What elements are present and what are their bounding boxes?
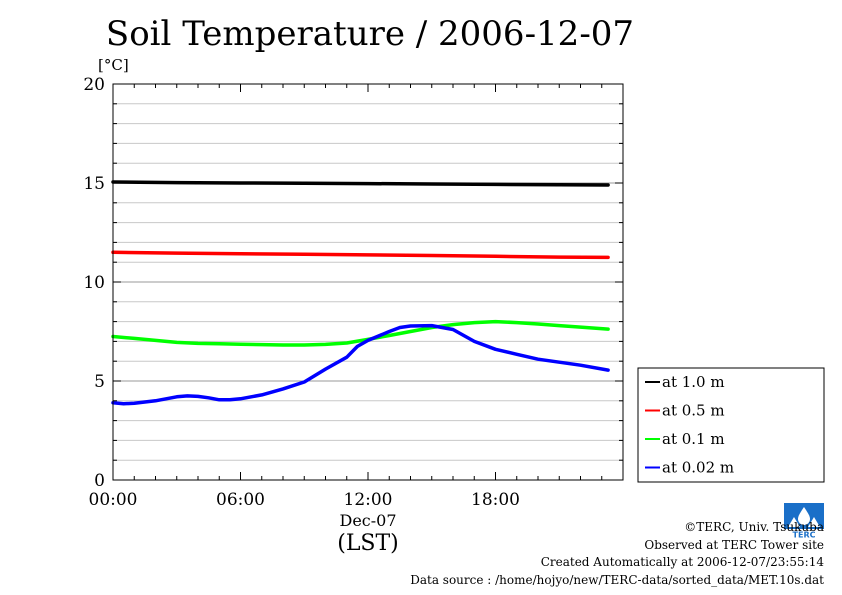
y-tick-label: 15 xyxy=(83,174,105,194)
credits-block: ©TERC, Univ. Tsukuba Observed at TERC To… xyxy=(410,519,824,589)
legend: at 1.0 m at 0.5 m at 0.1 m at 0.02 m xyxy=(637,367,825,483)
logo-text: TERC xyxy=(793,531,816,540)
series-line xyxy=(111,180,610,187)
series-line xyxy=(111,323,610,406)
x-tick-label: 06:00 xyxy=(216,490,265,510)
chart-title: Soil Temperature / 2006-12-07 xyxy=(105,14,635,54)
credit-observed: Observed at TERC Tower site xyxy=(644,537,824,552)
series-lines xyxy=(111,180,610,406)
credit-source: Data source : /home/hojyo/new/TERC-data/… xyxy=(410,572,824,587)
series-line xyxy=(111,319,610,347)
y-tick-label: 0 xyxy=(94,471,105,491)
legend-label: at 0.02 m xyxy=(662,459,734,477)
x-axis-timezone-label: (LST) xyxy=(337,531,399,556)
legend-box xyxy=(637,367,825,483)
y-axis-unit-label: [°C] xyxy=(98,56,129,74)
grid-lines xyxy=(113,103,623,461)
y-tick-label: 5 xyxy=(94,372,105,392)
x-axis-date-label: Dec-07 xyxy=(339,511,397,530)
terc-logo: TERC xyxy=(784,503,824,540)
series-line xyxy=(111,250,610,260)
axis-ticks: 0 5 10 15 20 00:00 06:00 12:00 18:00 xyxy=(83,75,624,510)
x-tick-label: 12:00 xyxy=(344,490,393,510)
y-tick-label: 20 xyxy=(83,75,105,95)
credit-copyright: ©TERC, Univ. Tsukuba xyxy=(684,520,824,534)
legend-label: at 1.0 m xyxy=(662,373,725,391)
x-tick-label: 00:00 xyxy=(89,490,138,510)
legend-label: at 0.5 m xyxy=(662,402,725,420)
legend-label: at 0.1 m xyxy=(662,430,725,448)
y-tick-label: 10 xyxy=(83,273,105,293)
x-tick-label: 18:00 xyxy=(471,490,520,510)
credit-created: Created Automatically at 2006-12-07/23:5… xyxy=(540,555,824,569)
